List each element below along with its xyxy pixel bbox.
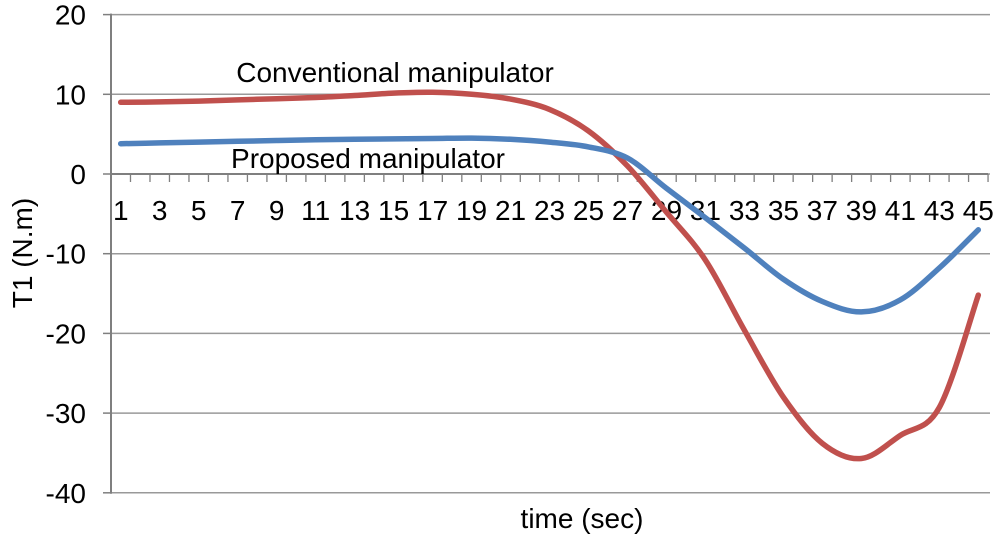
y-tick-label: 0 xyxy=(70,159,86,190)
y-tick-label: -40 xyxy=(46,478,86,509)
x-tick-label: 43 xyxy=(924,195,955,226)
x-tick-label: 35 xyxy=(768,195,799,226)
y-tick-label: -30 xyxy=(46,398,86,429)
x-axis-tick-labels: 1 3 5 7 9 11 13 15 17 19 21 23 25 27 29 31 33 35 37 39 41 43 4… xyxy=(113,195,994,226)
x-tick-label: 13 xyxy=(339,195,370,226)
x-axis-title: time (sec) xyxy=(521,503,644,534)
x-tick-label: 15 xyxy=(378,195,409,226)
x-tick-label: 25 xyxy=(573,195,604,226)
series-label-conventional: Conventional manipulator xyxy=(236,57,554,88)
y-tick-label: 20 xyxy=(55,0,86,31)
x-tick-label: 17 xyxy=(417,195,448,226)
y-axis-tick-labels: 20 10 0 -10 -20 -30 -40 xyxy=(46,0,86,509)
y-tick-label: 10 xyxy=(55,79,86,110)
x-tick-label: 41 xyxy=(885,195,916,226)
x-tick-label: 23 xyxy=(534,195,565,226)
x-tick-label: 21 xyxy=(495,195,526,226)
y-tick-label: -20 xyxy=(46,318,86,349)
x-tick-label: 1 xyxy=(113,195,129,226)
x-tick-label: 37 xyxy=(807,195,838,226)
series-label-proposed: Proposed manipulator xyxy=(231,143,505,174)
x-tick-label: 3 xyxy=(152,195,168,226)
x-tick-label: 33 xyxy=(729,195,760,226)
x-tick-label: 27 xyxy=(612,195,643,226)
series-line-proposed xyxy=(117,135,982,315)
y-tick-label: -10 xyxy=(46,239,86,270)
x-tick-label: 9 xyxy=(269,195,285,226)
y-axis-title: T1 (N.m) xyxy=(7,198,38,308)
x-tick-label: 45 xyxy=(963,195,994,226)
series-lines xyxy=(117,89,982,462)
x-tick-label: 5 xyxy=(191,195,207,226)
x-tick-label: 39 xyxy=(846,195,877,226)
x-tick-label: 19 xyxy=(456,195,487,226)
series-line-conventional xyxy=(117,89,982,462)
axes xyxy=(103,13,989,494)
x-tick-label: 11 xyxy=(301,195,330,226)
x-tick-label: 7 xyxy=(230,195,246,226)
